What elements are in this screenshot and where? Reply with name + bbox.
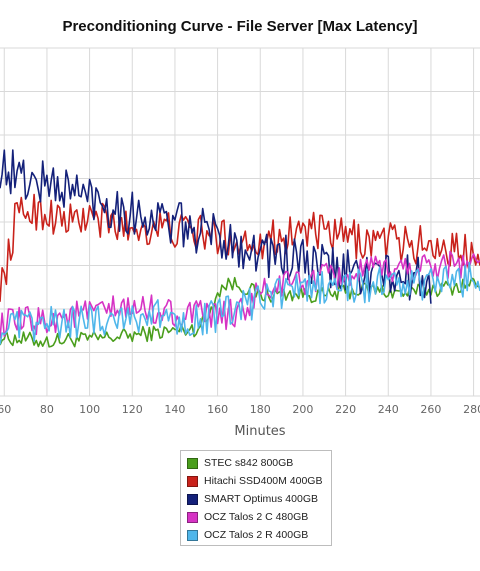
x-axis-label: Minutes bbox=[234, 424, 286, 439]
legend-item: STEC s842 800GB bbox=[187, 454, 325, 472]
legend-label: Hitachi SSD400M 400GB bbox=[204, 475, 323, 487]
legend: STEC s842 800GB Hitachi SSD400M 400GB SM… bbox=[180, 450, 332, 546]
legend-label: OCZ Talos 2 C 480GB bbox=[204, 511, 309, 523]
legend-swatch bbox=[187, 529, 198, 541]
x-tick-label: 60 bbox=[0, 403, 11, 416]
legend-item: OCZ Talos 2 R 400GB bbox=[187, 526, 325, 544]
x-tick-label: 80 bbox=[40, 403, 54, 416]
legend-item: OCZ Talos 2 C 480GB bbox=[187, 508, 325, 526]
legend-swatch bbox=[187, 457, 198, 469]
series-lines bbox=[0, 149, 480, 348]
x-tick-labels: 60 80 100 120 140 160 180 200 220 240 260 280 bbox=[0, 403, 480, 416]
x-tick-label: 260 bbox=[420, 403, 441, 416]
x-tick-label: 140 bbox=[164, 403, 185, 416]
x-tick-label: 120 bbox=[122, 403, 143, 416]
x-tick-label: 220 bbox=[335, 403, 356, 416]
x-tick-label: 100 bbox=[79, 403, 100, 416]
legend-swatch bbox=[187, 493, 198, 505]
legend-label: SMART Optimus 400GB bbox=[204, 493, 318, 505]
x-tick-label: 200 bbox=[292, 403, 313, 416]
x-tick-label: 240 bbox=[378, 403, 399, 416]
legend-label: STEC s842 800GB bbox=[204, 457, 294, 469]
legend-swatch bbox=[187, 511, 198, 523]
legend-swatch bbox=[187, 475, 198, 487]
legend-item: SMART Optimus 400GB bbox=[187, 490, 325, 508]
chart-title: Preconditioning Curve - File Server [Max… bbox=[62, 18, 418, 35]
legend-item: Hitachi SSD400M 400GB bbox=[187, 472, 325, 490]
series-line-5 bbox=[0, 261, 480, 345]
x-tick-label: 280 bbox=[463, 403, 480, 416]
legend-label: OCZ Talos 2 R 400GB bbox=[204, 529, 309, 541]
x-tick-label: 160 bbox=[207, 403, 228, 416]
x-tick-label: 180 bbox=[250, 403, 271, 416]
